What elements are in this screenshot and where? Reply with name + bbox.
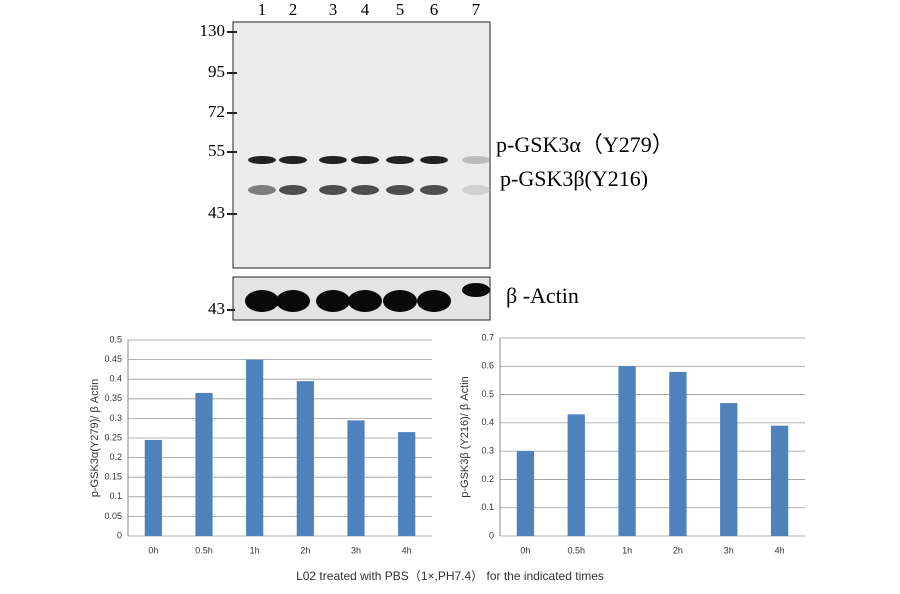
x-tick-label: 3h [351,545,361,555]
bar [246,359,264,536]
y-tick-label: 0.2 [109,452,122,462]
band [248,156,276,164]
y-tick-label: 0 [489,530,494,540]
marker-label: 130 [200,21,226,40]
bar [144,439,162,536]
y-tick-label: 0.45 [104,354,122,364]
marker-label: 43 [208,299,225,318]
lane-label: 3 [329,0,338,19]
band [319,156,347,164]
bar [669,371,687,536]
lane-label: 2 [289,0,298,19]
x-tick-label: 3h [724,545,734,555]
x-tick-label: 0h [520,545,530,555]
lane-label: 7 [472,0,481,19]
band-label: p-GSK3β(Y216) [500,166,648,191]
actin-label: β -Actin [506,283,579,308]
band [420,156,448,164]
marker-label: 43 [208,203,225,222]
y-tick-label: 0.5 [109,334,122,344]
lane-label: 1 [258,0,267,19]
x-tick-label: 1h [622,545,632,555]
y-tick-label: 0.15 [104,472,122,482]
bar [398,432,416,536]
band [279,185,307,195]
y-axis-label: p-GSK3α(Y279)/ β Actin [89,379,101,497]
band [319,185,347,195]
y-tick-label: 0.05 [104,511,122,521]
y-tick-label: 0.25 [104,432,122,442]
actin-band [383,290,417,312]
lane-label: 6 [430,0,439,19]
bar [516,451,535,536]
y-tick-label: 0.4 [109,374,122,384]
actin-band [276,290,310,312]
y-tick-label: 0.7 [481,332,494,342]
bar [720,403,738,536]
y-tick-label: 0.3 [481,446,494,456]
y-tick-label: 0.35 [104,393,122,403]
bar [296,381,314,536]
actin-band [245,290,279,312]
y-tick-label: 0.2 [481,474,494,484]
bar [618,366,636,536]
marker-label: 55 [208,141,225,160]
y-tick-label: 0.6 [481,361,494,371]
lane-label: 5 [396,0,405,19]
actin-band [417,290,451,312]
band [462,156,490,164]
actin-band [316,290,350,312]
x-tick-label: 2h [300,545,310,555]
x-tick-label: 0h [148,545,158,555]
marker-label: 72 [208,102,225,121]
actin-band [348,290,382,312]
y-tick-label: 0.1 [109,491,122,501]
x-tick-label: 1h [250,545,260,555]
bar [567,414,585,536]
band [248,185,276,195]
y-tick-label: 0.3 [109,413,122,423]
band [462,185,490,195]
band-label: p-GSK3α（Y279） [496,132,674,157]
x-tick-label: 4h [402,545,412,555]
band [351,156,379,164]
bar [770,425,789,536]
y-tick-label: 0.5 [481,389,494,399]
bar [347,420,365,536]
band [279,156,307,164]
band [386,185,414,195]
lane-label: 4 [361,0,370,19]
band [386,156,414,164]
y-tick-label: 0.1 [481,502,494,512]
bar [195,392,213,536]
x-tick-label: 4h [775,545,785,555]
y-tick-label: 0 [117,530,122,540]
x-tick-label: 0.5h [195,545,213,555]
blot-panel [232,21,491,269]
x-tick-label: 2h [673,545,683,555]
x-tick-label: 0.5h [567,545,585,555]
y-tick-label: 0.4 [481,417,494,427]
band [420,185,448,195]
band [351,185,379,195]
actin-band [462,283,490,297]
caption: L02 treated with PBS（1×,PH7.4） for the i… [296,569,604,583]
y-axis-label: p-GSK3β (Y216)/ β Actin [459,376,471,497]
marker-label: 95 [208,62,225,81]
